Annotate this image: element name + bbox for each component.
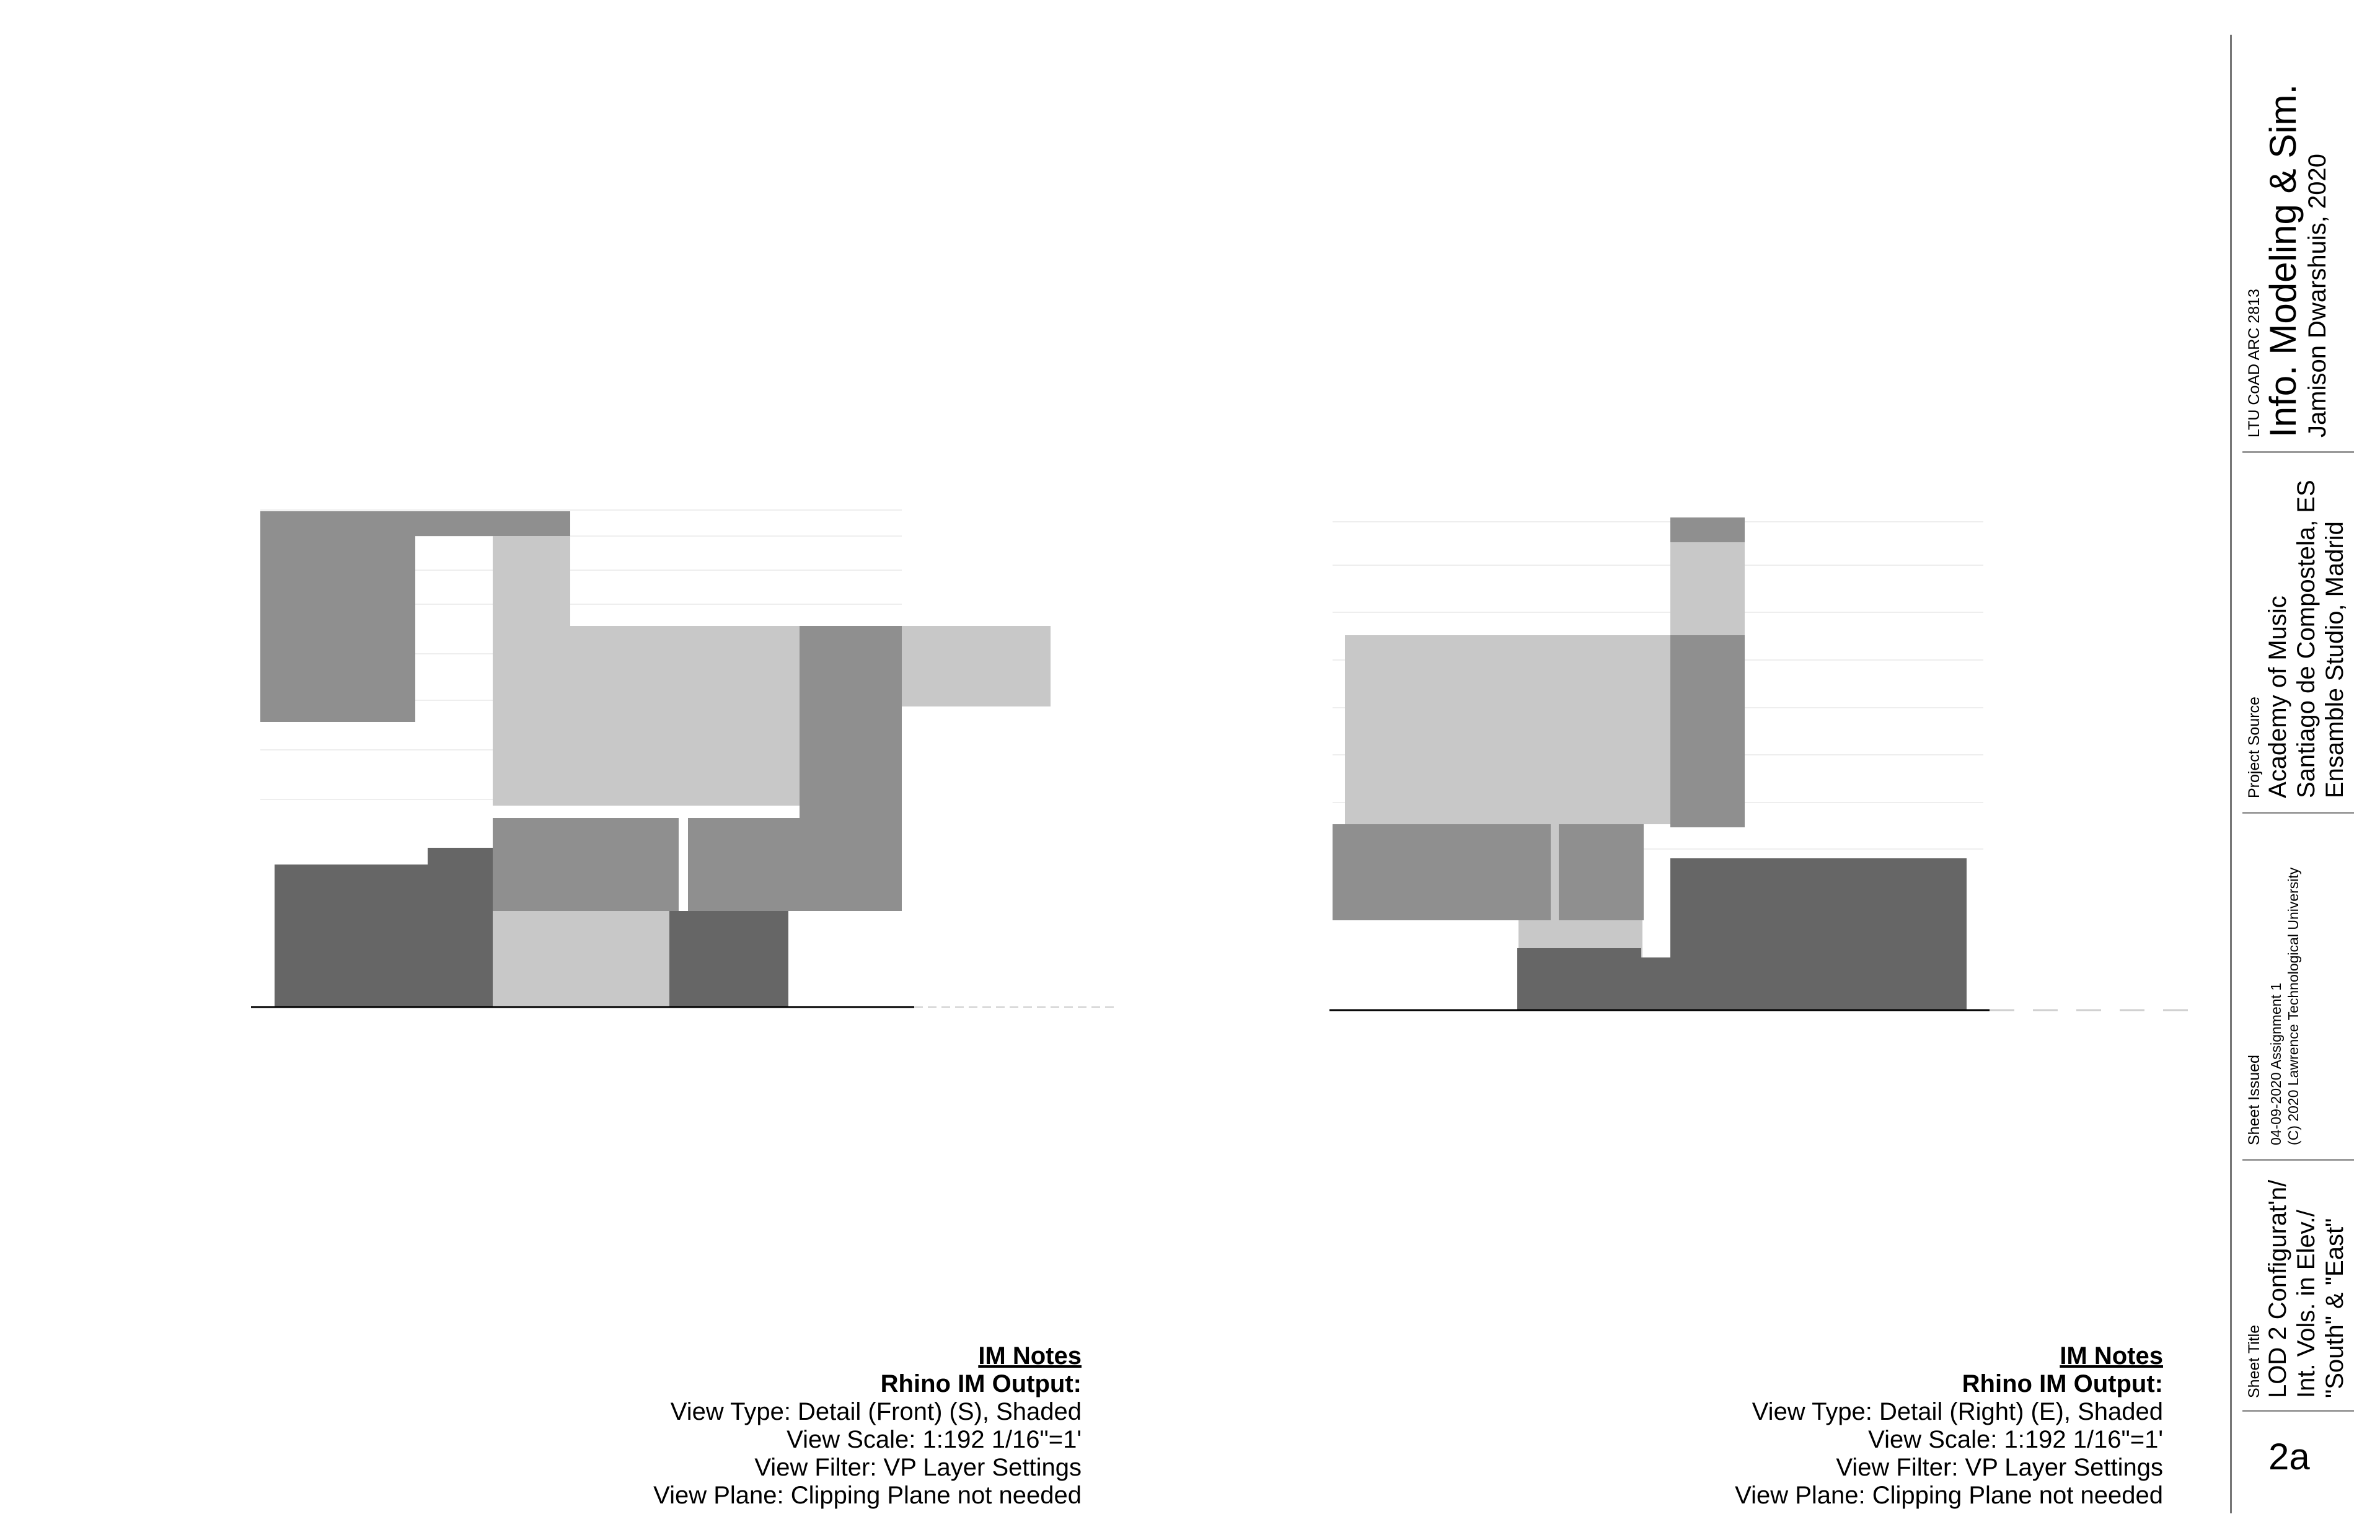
notes-heading: IM Notes: [2060, 1342, 2163, 1370]
notes-line: View Plane: Clipping Plane not needed: [653, 1482, 1082, 1509]
notes-line: View Type: Detail (Front) (S), Shaded: [670, 1398, 1082, 1425]
sheet-issued-line: (C) 2020 Lawrence Technological Universi…: [2285, 867, 2301, 1145]
instructor: Jamison Dwarshuis, 2020: [2304, 154, 2331, 438]
volume-mid: [1333, 517, 1745, 920]
title-block-divider: [2242, 451, 2354, 453]
notes-line: View Filter: VP Layer Settings: [754, 1454, 1082, 1481]
sheet-issued-label: Sheet Issued: [2246, 1055, 2263, 1145]
notes-line: View Scale: 1:192 1/16"=1': [787, 1426, 1082, 1453]
sheet-issued-block: Sheet Issued 04-09-2020 Assignment 1 (C)…: [2245, 868, 2302, 1145]
project-source-label: Project Source: [2246, 697, 2263, 798]
volume-mid: [260, 511, 902, 911]
front-south-elevation-drawing: [251, 509, 1119, 1008]
notes-line: View Scale: 1:192 1/16"=1': [1868, 1426, 2163, 1453]
title-block-border: [2230, 35, 2232, 1513]
class-title: Info. Modeling & Sim.: [2262, 84, 2304, 438]
im-notes-front: IM Notes Rhino IM Output: View Type: Det…: [338, 1342, 1082, 1510]
sheet-number: 2a: [2268, 1436, 2310, 1477]
sheet-title-line: "South" & "East": [2321, 1218, 2348, 1398]
im-notes-right: IM Notes Rhino IM Output: View Type: Det…: [1419, 1342, 2163, 1510]
project-source-line: Ensamble Studio, Madrid: [2321, 521, 2348, 798]
sheet-title-line: Int. Vols. in Elev./: [2293, 1210, 2320, 1398]
title-block-divider: [2242, 812, 2354, 814]
notes-subheading: Rhino IM Output:: [880, 1370, 1082, 1397]
notes-line: View Filter: VP Layer Settings: [1836, 1454, 2163, 1481]
course-block: LTU CoAD ARC 2813 Info. Modeling & Sim. …: [2245, 84, 2332, 438]
project-source-block: Project Source Academy of Music Santiago…: [2245, 480, 2349, 798]
title-block-divider: [2242, 1410, 2354, 1412]
notes-heading: IM Notes: [978, 1342, 1082, 1370]
project-source-line: Santiago de Compostela, ES: [2293, 480, 2320, 798]
sheet-issued-line: 04-09-2020 Assignment 1: [2268, 982, 2284, 1145]
notes-subheading: Rhino IM Output:: [1962, 1370, 2163, 1397]
volume-dark: [275, 848, 788, 1007]
sheet-title-line: LOD 2 Configurat'n/: [2264, 1179, 2291, 1398]
notes-line: View Type: Detail (Right) (E), Shaded: [1752, 1398, 2163, 1425]
course-code: LTU CoAD ARC 2813: [2246, 289, 2263, 438]
volume-light: [493, 533, 1051, 1007]
notes-line: View Plane: Clipping Plane not needed: [1735, 1482, 2163, 1509]
volume-dark: [1517, 858, 1967, 1010]
title-block-divider: [2242, 1159, 2354, 1161]
sheet-title-label: Sheet Title: [2246, 1324, 2263, 1398]
sheet-title-block: Sheet Title LOD 2 Configurat'n/ Int. Vol…: [2245, 1180, 2349, 1398]
project-source-line: Academy of Music: [2264, 596, 2291, 798]
right-east-elevation-drawing: [1329, 517, 2206, 1011]
